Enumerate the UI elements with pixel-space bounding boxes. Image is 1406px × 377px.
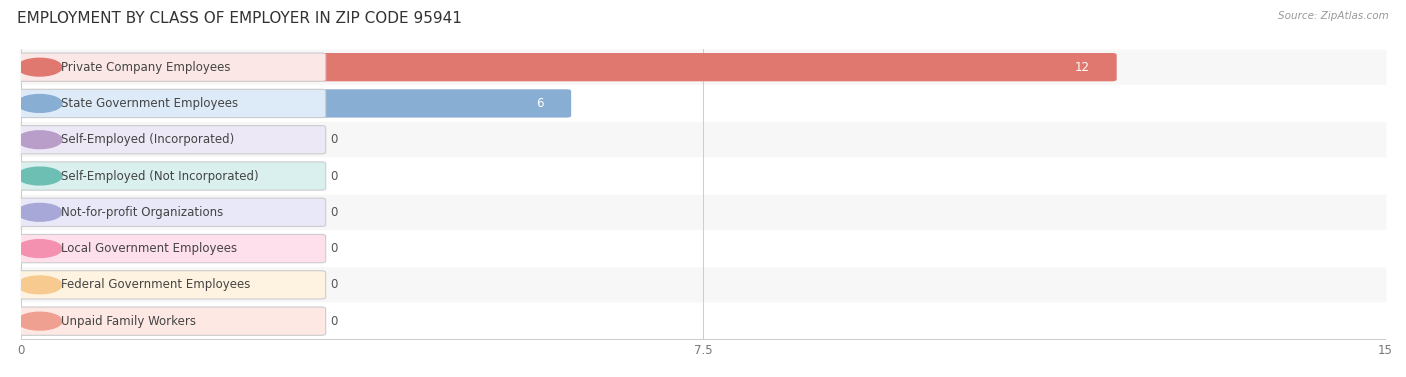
Circle shape: [17, 58, 62, 76]
FancyBboxPatch shape: [20, 267, 1386, 302]
FancyBboxPatch shape: [17, 198, 326, 227]
FancyBboxPatch shape: [17, 234, 326, 263]
FancyBboxPatch shape: [20, 86, 1386, 121]
Text: 12: 12: [1074, 61, 1090, 74]
FancyBboxPatch shape: [17, 271, 326, 299]
Text: Unpaid Family Workers: Unpaid Family Workers: [62, 315, 197, 328]
FancyBboxPatch shape: [20, 49, 1386, 85]
FancyBboxPatch shape: [20, 122, 1386, 157]
Text: Self-Employed (Incorporated): Self-Employed (Incorporated): [62, 133, 235, 146]
FancyBboxPatch shape: [20, 231, 1386, 266]
Circle shape: [17, 95, 62, 112]
FancyBboxPatch shape: [20, 303, 1386, 339]
Text: 0: 0: [330, 315, 337, 328]
Text: Federal Government Employees: Federal Government Employees: [62, 278, 250, 291]
Text: 0: 0: [330, 206, 337, 219]
Text: Local Government Employees: Local Government Employees: [62, 242, 238, 255]
FancyBboxPatch shape: [17, 89, 571, 118]
Circle shape: [17, 276, 62, 294]
FancyBboxPatch shape: [20, 158, 1386, 194]
Text: State Government Employees: State Government Employees: [62, 97, 239, 110]
FancyBboxPatch shape: [17, 89, 326, 118]
Text: 0: 0: [330, 278, 337, 291]
FancyBboxPatch shape: [17, 53, 1116, 81]
FancyBboxPatch shape: [17, 53, 326, 81]
Text: 0: 0: [330, 242, 337, 255]
Text: 0: 0: [330, 170, 337, 182]
Circle shape: [17, 240, 62, 257]
Text: Source: ZipAtlas.com: Source: ZipAtlas.com: [1278, 11, 1389, 21]
FancyBboxPatch shape: [17, 162, 326, 190]
FancyBboxPatch shape: [17, 126, 326, 154]
Circle shape: [17, 167, 62, 185]
Text: Private Company Employees: Private Company Employees: [62, 61, 231, 74]
FancyBboxPatch shape: [20, 195, 1386, 230]
FancyBboxPatch shape: [17, 307, 326, 335]
Text: 0: 0: [330, 133, 337, 146]
Circle shape: [17, 131, 62, 149]
Text: Self-Employed (Not Incorporated): Self-Employed (Not Incorporated): [62, 170, 259, 182]
Circle shape: [17, 312, 62, 330]
Text: 6: 6: [536, 97, 544, 110]
Circle shape: [17, 204, 62, 221]
Text: EMPLOYMENT BY CLASS OF EMPLOYER IN ZIP CODE 95941: EMPLOYMENT BY CLASS OF EMPLOYER IN ZIP C…: [17, 11, 461, 26]
Text: Not-for-profit Organizations: Not-for-profit Organizations: [62, 206, 224, 219]
